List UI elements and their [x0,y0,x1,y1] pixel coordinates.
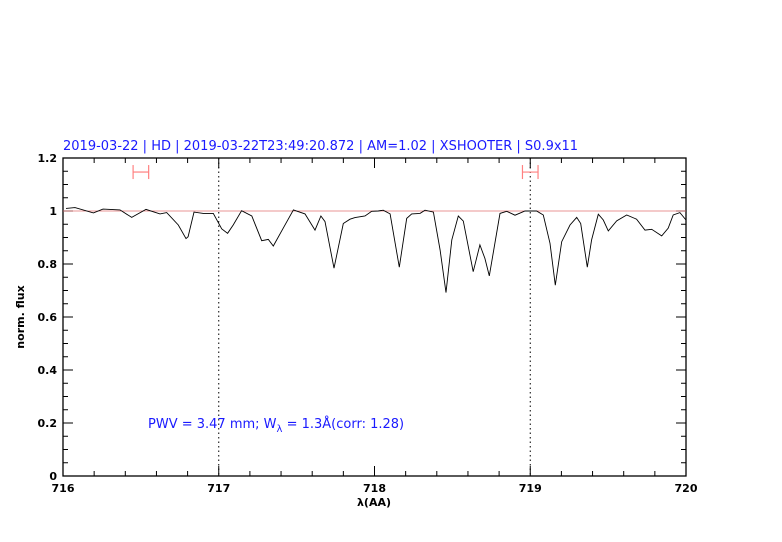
spectrum-line [65,207,687,293]
x-tick-label: 717 [207,482,230,495]
annotation-pre: PWV = 3.47 mm; W [148,417,277,432]
axes: 716 717 718 719 720 0 0.2 0.4 0.6 0.8 1 1.2 [38,152,698,495]
error-bar [132,165,150,180]
y-tick-label: 0.4 [38,364,58,377]
data-marks [63,158,687,476]
x-tick-label: 720 [675,482,698,495]
annotation-post: = 1.3Å(corr: 1.28) [282,416,404,432]
x-tick-label: 719 [519,482,542,495]
pwv-annotation: PWV = 3.47 mm; Wλ = 1.3Å(corr: 1.28) [148,416,404,435]
y-tick-label: 0.8 [38,258,58,271]
y-axis-label: norm. flux [14,285,27,348]
error-bar [521,165,539,180]
y-tick-label: 0.2 [38,417,58,430]
x-tick-label: 716 [52,482,75,495]
chart-title: 2019-03-22 | HD | 2019-03-22T23:49:20.87… [63,139,578,154]
x-axis-label: λ(AA) [357,496,391,509]
y-tick-label: 1.2 [38,152,58,165]
annotation-sub: λ [277,424,283,435]
y-tick-label: 0.6 [38,311,58,324]
y-tick-label: 1 [49,205,57,218]
y-tick-label: 0 [49,470,57,483]
x-tick-label: 718 [363,482,386,495]
